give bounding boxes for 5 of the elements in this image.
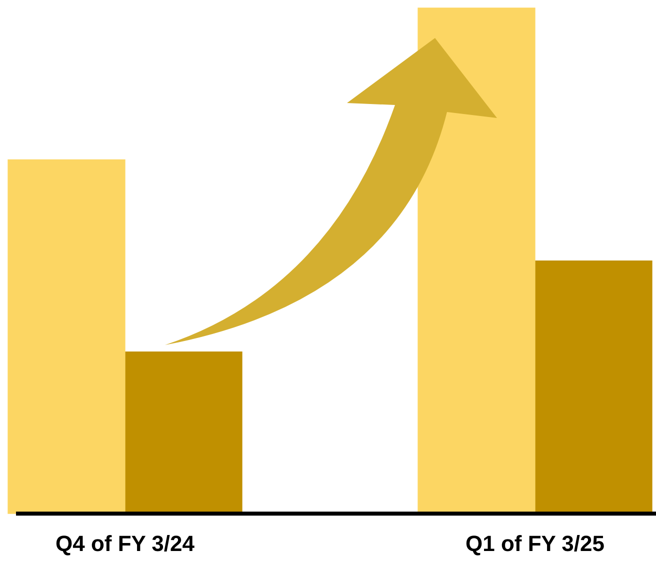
x-tick-label: Q1 of FY 3/25	[466, 530, 604, 556]
x-tick-label: Q4 of FY 3/24	[56, 530, 196, 556]
bar	[124, 351, 242, 514]
bar	[534, 260, 652, 514]
bar	[8, 159, 126, 514]
